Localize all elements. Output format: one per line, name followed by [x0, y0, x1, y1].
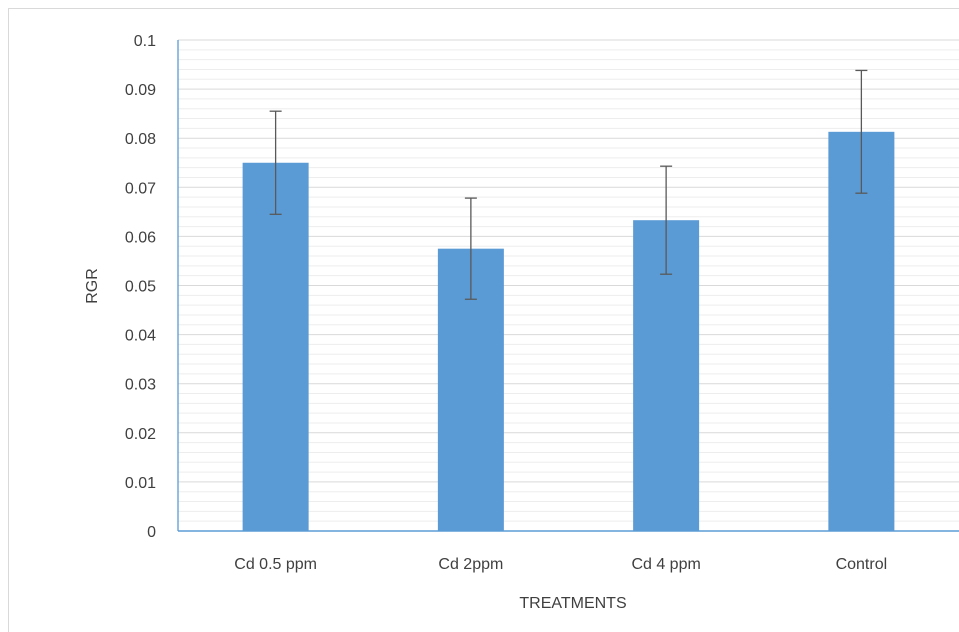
- y-axis-title: RGR: [84, 268, 101, 304]
- y-tick-label: 0.03: [125, 377, 156, 394]
- y-tick-label: 0.05: [125, 279, 156, 296]
- y-tick-label: 0.04: [125, 328, 156, 345]
- x-tick-label: Cd 4 ppm: [631, 556, 700, 573]
- x-tick-label: Cd 2ppm: [438, 556, 503, 573]
- axes: [177, 40, 959, 532]
- bars: [242, 131, 895, 532]
- error-bars: [269, 69, 868, 300]
- y-tick-label: 0.09: [125, 82, 156, 99]
- bar: [242, 162, 309, 531]
- y-tick-label: 0: [147, 524, 156, 541]
- y-tick-label: 0.08: [125, 131, 156, 148]
- y-tick-labels: 0 0.01 0.02 0.03 0.04 0.05 0.06 0.07 0.08 0.09 0.1: [125, 33, 156, 541]
- x-axis-title: TREATMENTS: [519, 595, 626, 612]
- x-tick-labels: Cd 0.5 ppm Cd 2ppm Cd 4 ppm Control: [234, 556, 887, 573]
- y-tick-label: 0.07: [125, 180, 156, 197]
- y-tick-label: 0.02: [125, 426, 156, 443]
- y-tick-label: 0.01: [125, 475, 156, 492]
- y-tick-label: 0.1: [134, 33, 156, 50]
- x-tick-label: Control: [836, 556, 888, 573]
- bar: [828, 131, 895, 531]
- y-tick-label: 0.06: [125, 229, 156, 246]
- x-tick-label: Cd 0.5 ppm: [234, 556, 317, 573]
